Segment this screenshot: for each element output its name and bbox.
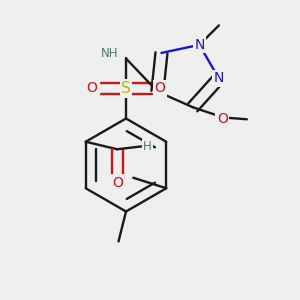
Text: N: N xyxy=(194,38,205,52)
Text: O: O xyxy=(217,112,228,126)
Text: S: S xyxy=(121,81,131,96)
Text: O: O xyxy=(112,176,123,190)
Text: O: O xyxy=(87,82,98,95)
Text: N: N xyxy=(214,71,224,85)
Text: NH: NH xyxy=(101,47,118,61)
Text: H: H xyxy=(143,140,152,153)
Text: O: O xyxy=(154,82,165,95)
